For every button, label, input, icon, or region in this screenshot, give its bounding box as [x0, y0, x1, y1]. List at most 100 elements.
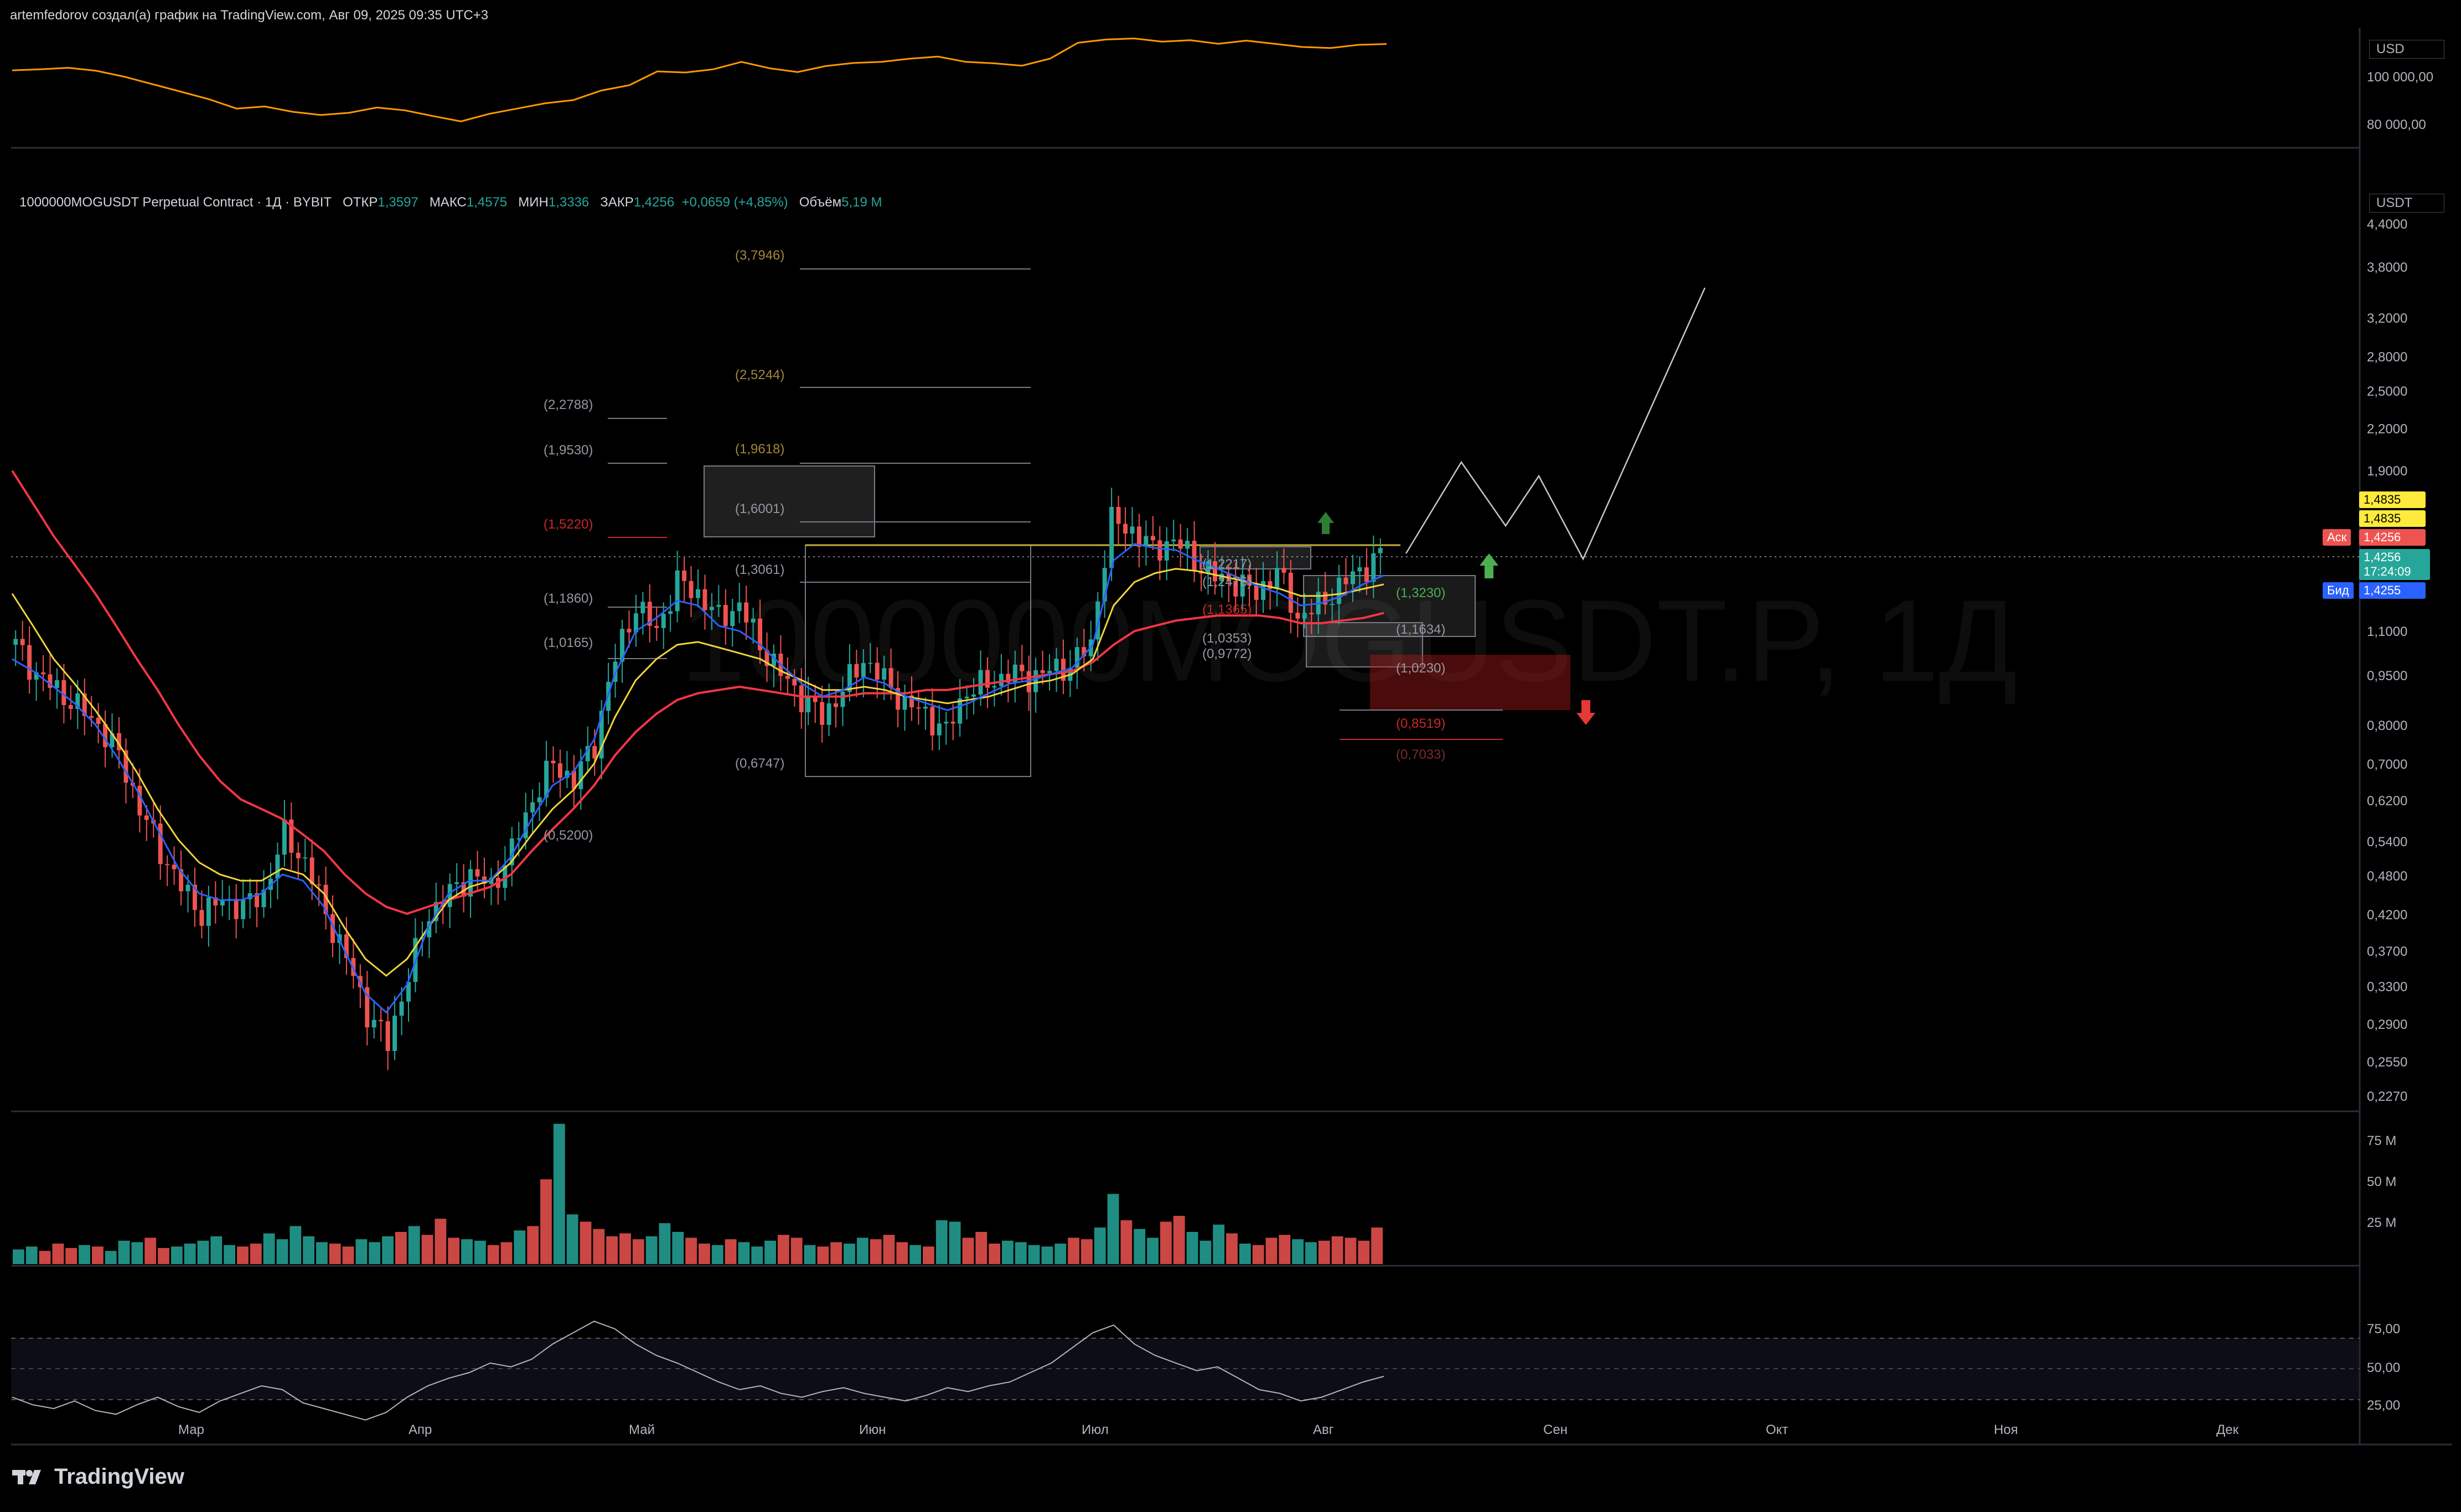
candle-body	[723, 605, 728, 626]
last-price: 1,4256	[2364, 550, 2401, 564]
candle-body	[468, 869, 473, 897]
time-tick: Авг	[1313, 1422, 1334, 1437]
volume-bar-up	[1147, 1237, 1159, 1264]
volume-bar-up	[79, 1245, 90, 1264]
candle-body	[909, 695, 914, 708]
local-box-1	[1200, 546, 1311, 569]
candle-body	[1095, 601, 1100, 640]
volume-bar-down	[65, 1247, 77, 1264]
ask-label-tag: Аск	[2323, 529, 2351, 546]
candle-body	[868, 662, 873, 664]
open-value: 1,3597	[378, 195, 418, 210]
candle-body	[441, 902, 446, 907]
volume-bar-down	[435, 1219, 447, 1264]
rsi-tick: 50,00	[2367, 1360, 2401, 1375]
candle-body	[179, 869, 184, 892]
candle-body	[647, 602, 652, 626]
candle-body	[551, 760, 556, 764]
fib-label: (3,7946)	[735, 248, 785, 263]
volume-bar-down	[962, 1237, 974, 1264]
candle-body	[888, 668, 893, 688]
volume-bar-up	[1213, 1224, 1225, 1264]
volume-bar-up	[553, 1123, 565, 1264]
volume-bar-down	[870, 1239, 882, 1264]
candle-body	[861, 663, 866, 678]
candle-body	[571, 770, 576, 789]
chart-attribution: artemfedorov создал(а) график на Trading…	[10, 8, 489, 23]
candle-body	[1281, 568, 1286, 573]
fib-label: (1,3230)	[1396, 586, 1446, 600]
candle-body	[1309, 613, 1314, 615]
change-value: +0,0659 (+4,85%)	[681, 195, 788, 210]
candle-body	[1144, 536, 1149, 547]
volume-bar-up	[949, 1221, 961, 1264]
candle-body	[544, 760, 549, 798]
volume-bar-up	[672, 1231, 684, 1264]
fib-label: (1,0353)	[1202, 631, 1252, 646]
time-tick: Дек	[2216, 1422, 2239, 1437]
candle-body	[433, 902, 438, 921]
price-tick: 0,5400	[2367, 835, 2408, 850]
time-tick: Мар	[178, 1422, 204, 1437]
candle-body	[640, 602, 645, 614]
candle-body	[1337, 577, 1342, 604]
candle-body	[902, 695, 907, 710]
price-tick: 2,2000	[2367, 422, 2408, 437]
top-currency-label[interactable]: USD	[2369, 40, 2444, 59]
candle-body	[275, 855, 280, 879]
candle-body	[1295, 613, 1300, 619]
fib-label: (0,9772)	[1202, 646, 1252, 661]
candle-body	[54, 680, 59, 688]
symbol-legend[interactable]: 1000000MOGUSDT Perpetual Contract · 1Д ·…	[19, 195, 882, 210]
volume-bar-down	[817, 1246, 829, 1264]
candle-body	[1164, 541, 1169, 561]
volume-bar-down	[527, 1226, 539, 1264]
candle-body	[1268, 581, 1273, 589]
candle-body	[834, 703, 839, 707]
main-currency-label[interactable]: USDT	[2369, 194, 2444, 213]
volume-bar-up	[935, 1220, 948, 1264]
volume-bar-up	[1041, 1246, 1053, 1264]
candle-body	[323, 884, 328, 914]
volume-bar-down	[91, 1246, 104, 1264]
candle-body	[96, 717, 101, 724]
volume-bar-down	[896, 1242, 908, 1264]
high-value: 1,4575	[466, 195, 508, 210]
candle-body	[1157, 540, 1162, 561]
volume-bar-up	[289, 1226, 302, 1264]
candle-body	[371, 1019, 376, 1028]
candle-body	[1261, 581, 1266, 600]
candle-body	[826, 703, 831, 725]
rsi-tick: 75,00	[2367, 1322, 2401, 1337]
volume-label: Объём	[799, 195, 842, 210]
volume-bar-up	[13, 1249, 24, 1264]
candle-body	[289, 819, 294, 853]
candle-body	[1330, 604, 1335, 605]
demand-zone-red	[1370, 655, 1570, 710]
candle-body	[509, 838, 514, 866]
candle-body	[1130, 526, 1135, 534]
volume-bar-up	[303, 1236, 315, 1264]
volume-bar-down	[699, 1244, 710, 1264]
volume-bar-down	[39, 1251, 51, 1264]
candle-body	[1254, 585, 1259, 600]
candle-body	[992, 686, 997, 688]
candle-body	[1116, 506, 1121, 524]
candle-body	[964, 696, 969, 698]
candle-body	[537, 797, 542, 802]
volume-bar-up	[1239, 1244, 1251, 1264]
volume-bar-down	[685, 1237, 697, 1264]
candle-body	[1082, 647, 1087, 656]
candle-body	[193, 884, 197, 910]
candle-body	[599, 711, 604, 759]
candle-body	[261, 889, 266, 908]
volume-bar-up	[751, 1246, 763, 1264]
tradingview-logo[interactable]: TradingView	[12, 1464, 184, 1489]
volume-bar-up	[738, 1242, 750, 1264]
volume-bar-down	[1252, 1245, 1264, 1264]
candle-body	[158, 824, 163, 864]
candle-body	[675, 570, 680, 612]
fib-label: (0,6747)	[735, 756, 785, 771]
candle-body	[234, 899, 239, 919]
